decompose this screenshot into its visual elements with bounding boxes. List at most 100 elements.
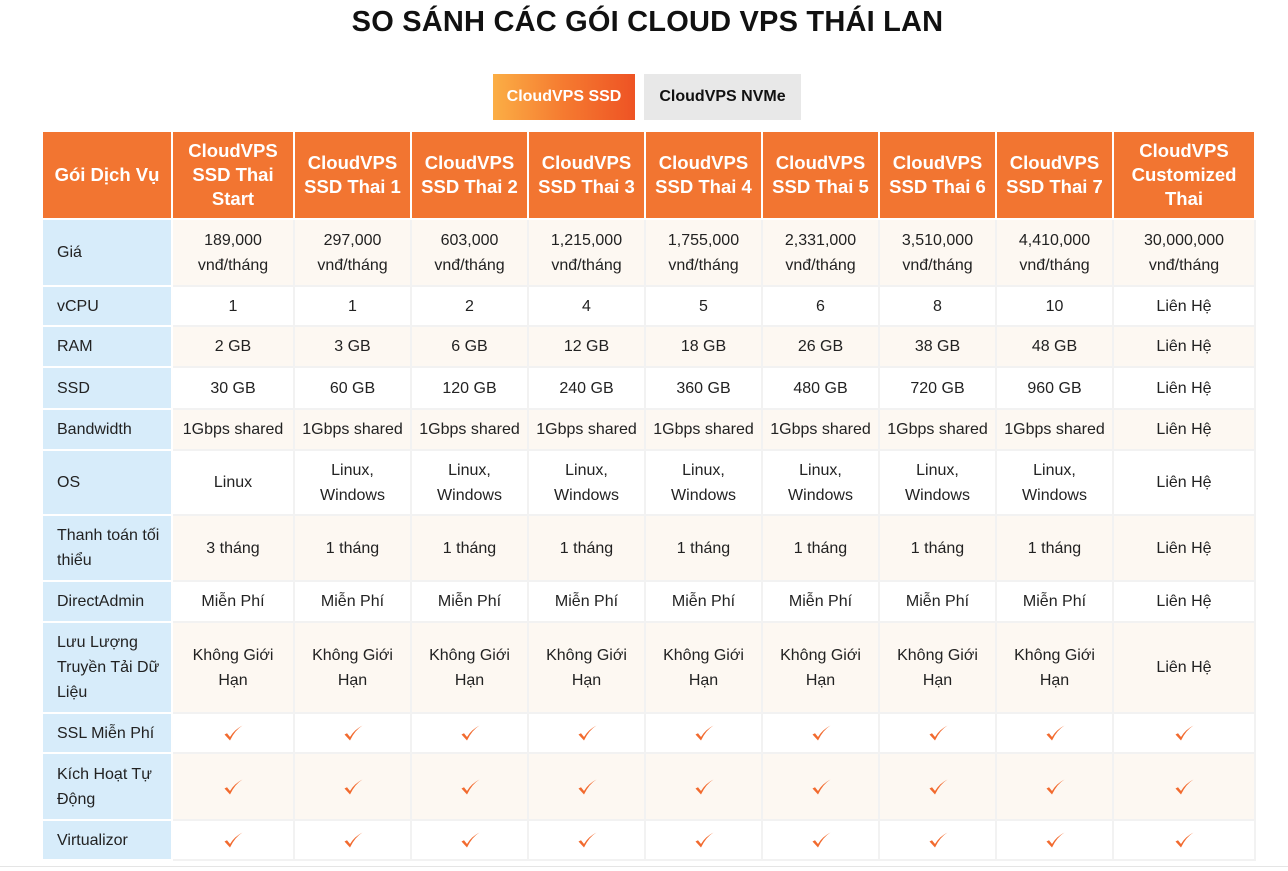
table-cell: 960 GB <box>995 366 1114 410</box>
checkmark-icon <box>812 779 830 795</box>
row-label: Kích Hoạt Tự Động <box>41 752 173 821</box>
divider <box>0 866 1288 867</box>
checkmark-icon <box>1046 832 1064 848</box>
table-cell: 1 <box>171 285 295 327</box>
table-cell: 12 GB <box>527 325 646 368</box>
checkmark-icon <box>695 779 713 795</box>
table-cell: 30,000,000 vnđ/tháng <box>1112 218 1256 287</box>
checkmark-icon <box>344 779 362 795</box>
checkmark-icon <box>224 725 243 741</box>
table-row: Kích Hoạt Tự Động <box>41 752 1256 821</box>
table-cell: Miễn Phí <box>171 580 295 623</box>
checkmark-icon <box>578 832 596 848</box>
table-cell: Miễn Phí <box>995 580 1114 623</box>
check-cell <box>171 752 295 821</box>
table-cell: Miễn Phí <box>761 580 880 623</box>
table-row: Lưu Lượng Truyền Tải Dữ Liệu Không Giới H… <box>41 621 1256 714</box>
table-row: SSL Miễn Phí <box>41 712 1256 754</box>
checkmark-icon <box>224 779 243 795</box>
check-cell <box>527 819 646 861</box>
table-row: DirectAdmin Miễn Phí Miễn Phí Miễn Phí Miễn … <box>41 580 1256 623</box>
check-cell <box>644 712 763 754</box>
table-cell: Liên Hệ <box>1112 621 1256 714</box>
table-cell: 1Gbps shared <box>171 408 295 451</box>
plan-header: CloudVPS SSD Thai Start <box>171 130 295 220</box>
check-cell <box>410 819 529 861</box>
checkmark-icon <box>1175 725 1194 741</box>
table-cell: Liên Hệ <box>1112 325 1256 368</box>
check-cell <box>293 819 412 861</box>
check-cell <box>293 712 412 754</box>
table-cell: 4 <box>527 285 646 327</box>
table-row: Thanh toán tối thiểu 3 tháng 1 tháng 1 thán… <box>41 514 1256 582</box>
check-cell <box>1112 712 1256 754</box>
table-cell: 3 GB <box>293 325 412 368</box>
check-cell <box>878 752 997 821</box>
checkmark-icon <box>1175 779 1194 795</box>
table-cell: Linux, Windows <box>527 449 646 516</box>
check-cell <box>293 752 412 821</box>
table-cell: 48 GB <box>995 325 1114 368</box>
checkmark-icon <box>578 725 596 741</box>
row-label: Thanh toán tối thiểu <box>41 514 173 582</box>
row-label: Giá <box>41 218 173 287</box>
checkmark-icon <box>344 725 362 741</box>
checkmark-icon <box>1046 725 1064 741</box>
table-cell: Liên Hệ <box>1112 366 1256 410</box>
table-cell: 4,410,000 vnđ/tháng <box>995 218 1114 287</box>
table-cell: Liên Hệ <box>1112 408 1256 451</box>
table-cell: 120 GB <box>410 366 529 410</box>
table-cell: 1Gbps shared <box>878 408 997 451</box>
table-cell: Linux <box>171 449 295 516</box>
table-cell: 30 GB <box>171 366 295 410</box>
checkmark-icon <box>578 779 596 795</box>
table-row: OS Linux Linux, Windows Linux, Windows Linux… <box>41 449 1256 516</box>
table-cell: 240 GB <box>527 366 646 410</box>
table-row: Virtualizor <box>41 819 1256 861</box>
plan-header: CloudVPS SSD Thai 1 <box>293 130 412 220</box>
checkmark-icon <box>461 779 479 795</box>
table-row: Giá 189,000 vnđ/tháng 297,000 vnđ/tháng 603… <box>41 218 1256 287</box>
table-cell: 6 GB <box>410 325 529 368</box>
table-cell: 1 <box>293 285 412 327</box>
row-label: DirectAdmin <box>41 580 173 623</box>
table-cell: 60 GB <box>293 366 412 410</box>
table-cell: Không Giới Hạn <box>995 621 1114 714</box>
check-cell <box>410 752 529 821</box>
table-cell: 1Gbps shared <box>527 408 646 451</box>
tab-cloudvps-nvme[interactable]: CloudVPS NVMe <box>644 74 801 120</box>
check-cell <box>1112 752 1256 821</box>
table-cell: 189,000 vnđ/tháng <box>171 218 295 287</box>
tab-cloudvps-ssd[interactable]: CloudVPS SSD <box>493 74 635 120</box>
table-cell: 2 <box>410 285 529 327</box>
table-cell: 720 GB <box>878 366 997 410</box>
checkmark-icon <box>461 725 479 741</box>
checkmark-icon <box>461 832 479 848</box>
plan-header: CloudVPS SSD Thai 4 <box>644 130 763 220</box>
table-cell: 18 GB <box>644 325 763 368</box>
table-cell: Liên Hệ <box>1112 285 1256 327</box>
checkmark-icon <box>1046 779 1064 795</box>
table-cell: Không Giới Hạn <box>171 621 295 714</box>
table-cell: 1 tháng <box>527 514 646 582</box>
plan-header: CloudVPS SSD Thai 2 <box>410 130 529 220</box>
check-cell <box>410 712 529 754</box>
plan-header: CloudVPS Customized Thai <box>1112 130 1256 220</box>
row-label: vCPU <box>41 285 173 327</box>
table-cell: Miễn Phí <box>878 580 997 623</box>
table-cell: 8 <box>878 285 997 327</box>
table-cell: Không Giới Hạn <box>410 621 529 714</box>
table-cell: Liên Hệ <box>1112 514 1256 582</box>
table-cell: Miễn Phí <box>293 580 412 623</box>
table-cell: 1 tháng <box>644 514 763 582</box>
table-body: Giá 189,000 vnđ/tháng 297,000 vnđ/tháng 603… <box>41 218 1256 861</box>
table-cell: Liên Hệ <box>1112 580 1256 623</box>
plan-header: CloudVPS SSD Thai 5 <box>761 130 880 220</box>
table-cell: 6 <box>761 285 880 327</box>
checkmark-icon <box>812 832 830 848</box>
check-cell <box>995 712 1114 754</box>
table-cell: Miễn Phí <box>644 580 763 623</box>
table-cell: Không Giới Hạn <box>293 621 412 714</box>
table-cell: 38 GB <box>878 325 997 368</box>
table-cell: 360 GB <box>644 366 763 410</box>
